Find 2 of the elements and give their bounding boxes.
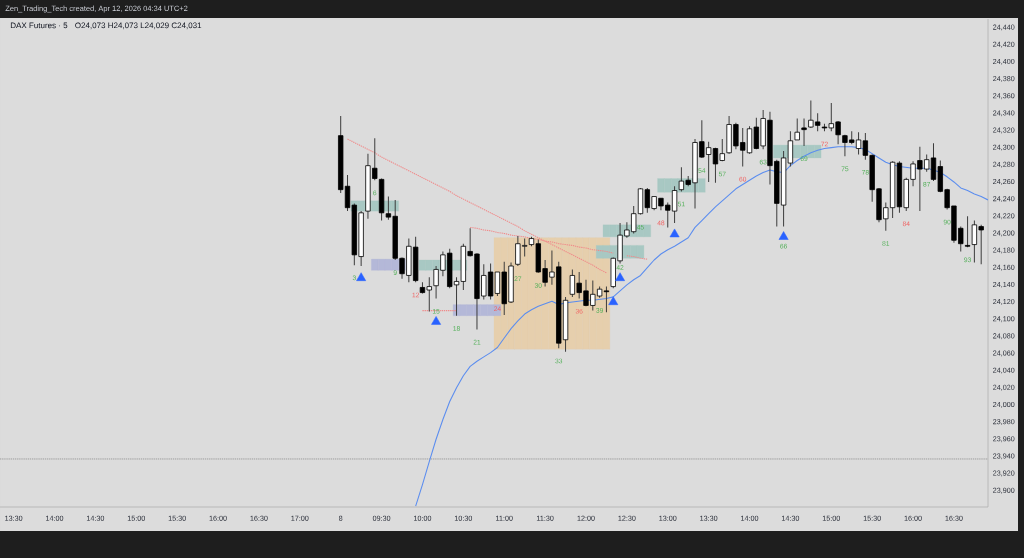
chart-subtitle: O24,073 H24,073 L24,029 C24,031 <box>75 22 202 30</box>
chart-title: DAX Futures · 5 <box>10 22 68 29</box>
